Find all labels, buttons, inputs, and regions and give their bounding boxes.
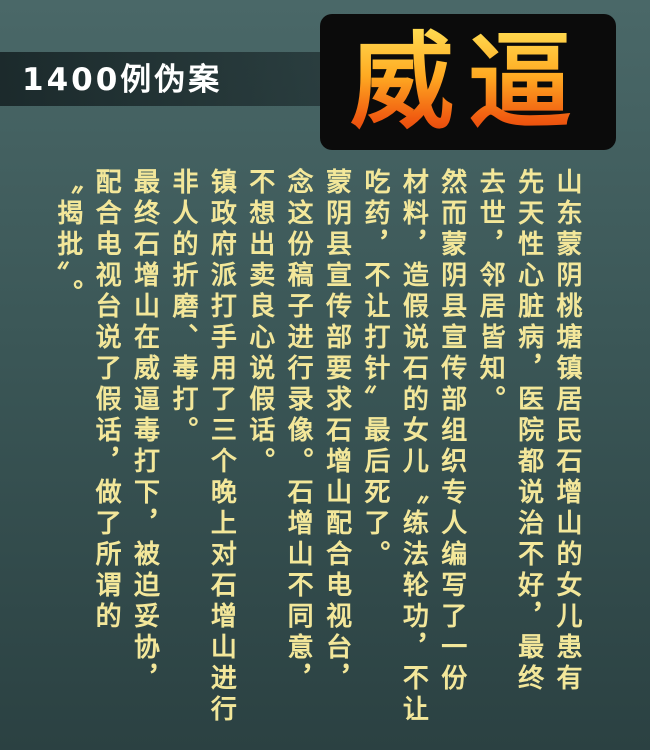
text-column: 配合电视台说了假话，做了所谓的 (91, 168, 122, 633)
text-column: 〝揭批〞。 (52, 168, 83, 310)
text-column: 材料，造假说石的女儿〝练法轮功，不让 (398, 168, 429, 726)
text-column: 不想出卖良心说假话。 (244, 168, 275, 478)
text-column: 吃药，不让打针〞最后死了。 (359, 168, 390, 571)
title: 威逼 (320, 20, 616, 144)
text-column: 去世，邻居皆知。 (475, 168, 506, 416)
text-column: 山东蒙阴桃塘镇居民石增山的女儿患有 (552, 168, 582, 695)
text-column: 然而蒙阴县宣传部组织专人编写了一份 (436, 168, 467, 695)
subtitle: 1400例伪案 (22, 62, 223, 98)
title-box: 威逼 (320, 14, 616, 150)
text-column: 蒙阴县宣传部要求石增山配合电视台， (321, 168, 352, 695)
subtitle-band (0, 52, 330, 106)
text-columns: 山东蒙阴桃塘镇居民石增山的女儿患有 先天性心脏病，医院都说治不好，最终 去世，邻居皆… (48, 168, 586, 748)
text-column: 镇政府派打手用了三个晚上对石增山进行 (206, 168, 237, 726)
text-column: 最终石增山在威逼毒打下，被迫妥协， (129, 168, 160, 695)
text-column: 念这份稿子进行录像。石增山不同意， (283, 168, 314, 695)
text-column: 非人的折磨、毒打。 (167, 168, 198, 447)
text-column: 先天性心脏病，医院都说治不好，最终 (513, 168, 544, 695)
